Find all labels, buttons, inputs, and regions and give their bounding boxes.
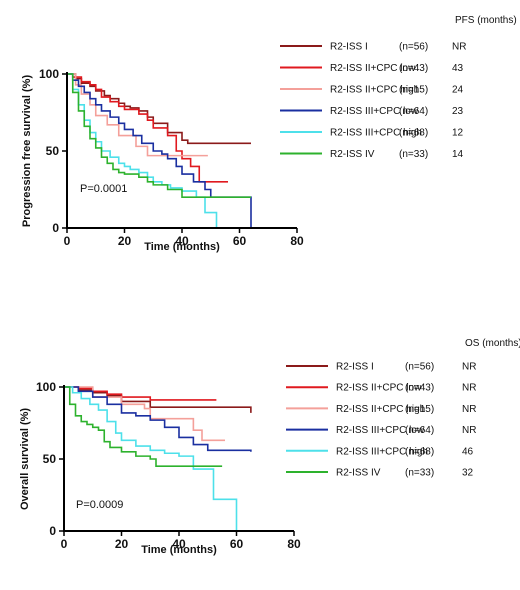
legend-n-2: (n=43) [399,63,428,74]
y-tick-label: 50 [43,452,57,466]
km-curve-4 [67,73,252,228]
y-axis-title: Progression free survival (%) [21,75,33,228]
legend-label-6: R2-ISS IV [330,149,375,160]
legend-n-1: (n=56) [405,362,434,373]
km-curve-4 [64,386,252,452]
legend-median-4: NR [462,425,476,436]
km-curve-2 [67,73,228,183]
legend-median-2: 43 [452,63,464,74]
y-axis-title: Overall survival (%) [19,408,31,510]
legend-n-3: (n=15) [405,404,434,415]
legend-median-6: 14 [452,149,464,160]
legend-median-5: 46 [462,446,474,457]
x-tick-label: 20 [115,537,129,551]
x-tick-label: 60 [230,537,244,551]
legend-n-6: (n=33) [399,149,428,160]
km-curve-6 [64,386,223,467]
p-value-annotation: P=0.0001 [80,183,127,195]
legend-median-1: NR [452,42,466,53]
km-curve-3 [67,73,208,157]
x-tick-label: 80 [290,234,304,248]
x-tick-label: 80 [287,537,301,551]
legend-median-4: 23 [452,106,464,117]
legend-median-1: NR [462,362,476,373]
x-tick-label: 40 [175,234,189,248]
y-tick-label: 0 [52,221,59,235]
x-tick-label: 60 [233,234,247,248]
x-tick-label: 0 [64,234,71,248]
legend-n-6: (n=33) [405,468,434,479]
os-panel: 0 20 40 60 80 0 50 100 Time (months) Overall surv… [19,338,520,556]
legend-n-3: (n=15) [399,85,428,96]
km-curve-6 [67,73,251,198]
legend-header: PFS (months) [455,15,517,26]
y-tick-label: 100 [39,67,59,81]
legend-median-6: 32 [462,468,474,479]
legend-n-5: (n=68) [399,128,428,139]
x-axis-title: Time (months) [141,544,217,556]
km-curve-3 [64,386,225,442]
legend-label-2: R2-ISS II+CPC low [336,383,422,394]
legend-label-4: R2-ISS III+CPC low [336,425,425,436]
legend-label-5: R2-ISS III+CPC high [336,446,428,457]
legend-median-3: NR [462,404,476,415]
legend-n-5: (n=68) [405,446,434,457]
legend-label-1: R2-ISS I [330,42,368,53]
y-tick-label: 50 [46,144,60,158]
legend-n-2: (n=43) [405,383,434,394]
legend-n-4: (n=64) [405,425,434,436]
x-tick-label: 0 [61,537,68,551]
legend-median-3: 24 [452,85,464,96]
legend-label-3: R2-ISS II+CPC high [330,85,419,96]
y-tick-label: 100 [36,380,56,394]
legend-label-1: R2-ISS I [336,362,374,373]
legend-n-4: (n=64) [399,106,428,117]
legend-label-2: R2-ISS II+CPC low [330,63,416,74]
x-tick-label: 20 [118,234,132,248]
x-axis-title: Time (months) [144,241,220,253]
legend-median-5: 12 [452,128,464,139]
legend-header: OS (months) [465,338,520,349]
km-curve-5 [64,386,238,531]
y-tick-label: 0 [49,524,56,538]
legend-label-6: R2-ISS IV [336,468,381,479]
x-tick-label: 40 [172,537,186,551]
p-value-annotation: P=0.0009 [76,499,123,511]
legend-label-3: R2-ISS II+CPC high [336,404,425,415]
legend-label-5: R2-ISS III+CPC high [330,128,422,139]
pfs-panel: 0 20 40 60 80 0 50 100 Time (months) Progression … [21,15,517,253]
legend-median-2: NR [462,383,476,394]
legend-n-1: (n=56) [399,42,428,53]
legend-label-4: R2-ISS III+CPC low [330,106,419,117]
